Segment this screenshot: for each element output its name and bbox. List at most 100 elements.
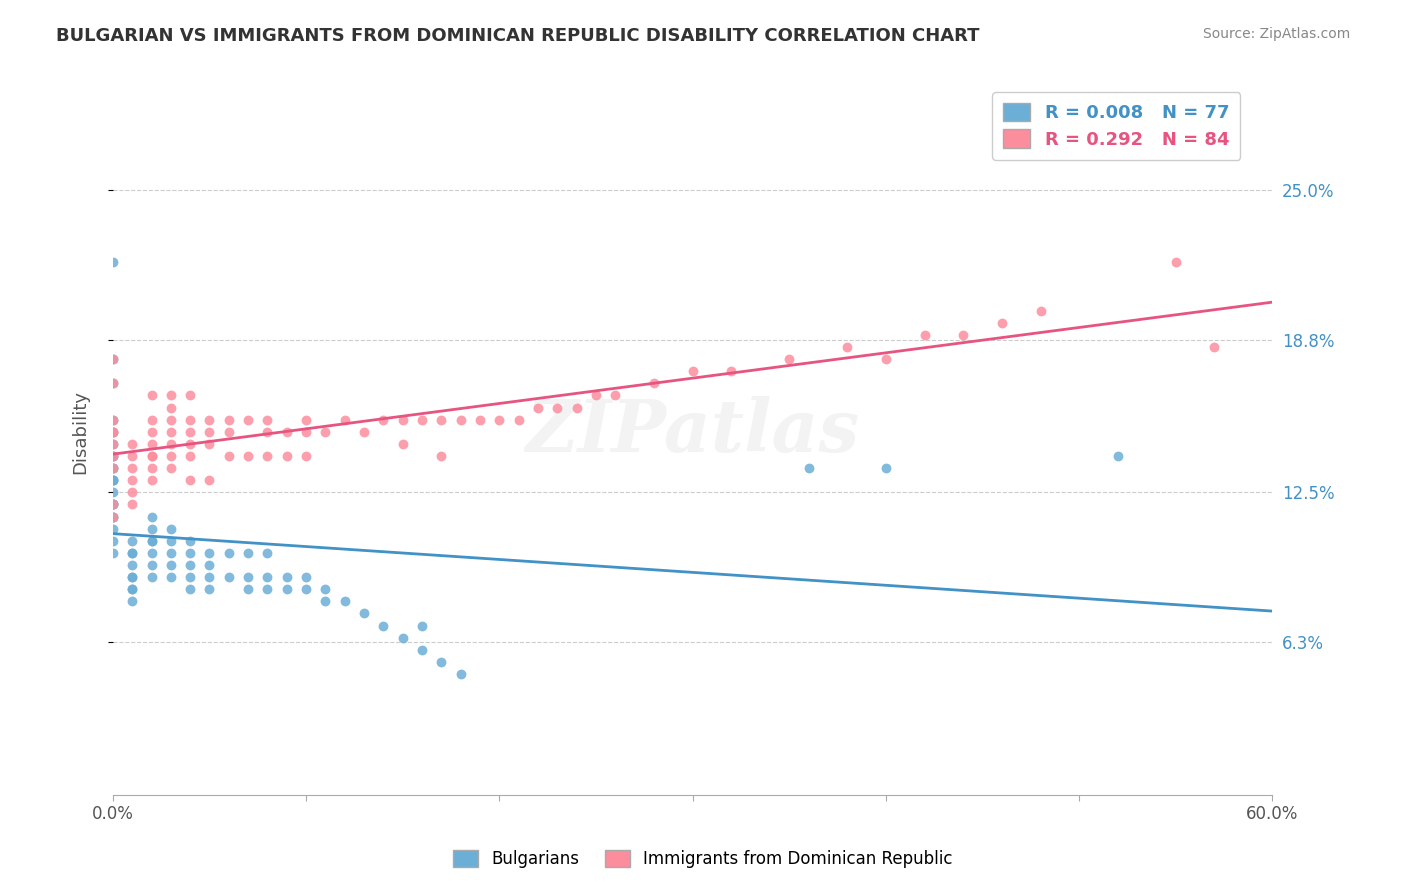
Point <box>179 412 201 426</box>
Point <box>546 401 568 415</box>
Point <box>585 388 607 402</box>
Point <box>101 412 124 426</box>
Point <box>101 461 124 475</box>
Point <box>101 255 124 269</box>
Point <box>101 425 124 439</box>
Point <box>179 546 201 560</box>
Y-axis label: Disability: Disability <box>72 390 89 474</box>
Point <box>1204 340 1226 354</box>
Point <box>643 376 665 391</box>
Point <box>488 412 510 426</box>
Point <box>391 412 413 426</box>
Text: ZIPatlas: ZIPatlas <box>526 396 859 467</box>
Point <box>295 570 318 584</box>
Point <box>218 546 240 560</box>
Point <box>160 437 183 451</box>
Point <box>101 498 124 512</box>
Point <box>236 546 259 560</box>
Point <box>1164 255 1187 269</box>
Point <box>101 376 124 391</box>
Point <box>160 570 183 584</box>
Point <box>101 473 124 487</box>
Point <box>101 473 124 487</box>
Point <box>121 594 143 608</box>
Point <box>797 461 820 475</box>
Legend: R = 0.008   N = 77, R = 0.292   N = 84: R = 0.008 N = 77, R = 0.292 N = 84 <box>993 92 1240 160</box>
Point <box>101 412 124 426</box>
Point <box>333 412 356 426</box>
Point <box>198 546 221 560</box>
Point <box>101 425 124 439</box>
Point <box>101 498 124 512</box>
Point <box>256 425 278 439</box>
Point <box>218 449 240 463</box>
Point <box>179 558 201 572</box>
Point <box>160 388 183 402</box>
Point <box>121 582 143 597</box>
Point <box>101 437 124 451</box>
Point <box>391 631 413 645</box>
Point <box>101 509 124 524</box>
Point <box>141 425 163 439</box>
Point <box>450 412 472 426</box>
Point <box>218 425 240 439</box>
Point <box>314 594 336 608</box>
Point <box>295 412 318 426</box>
Point <box>101 509 124 524</box>
Point <box>101 533 124 548</box>
Point <box>218 570 240 584</box>
Point <box>141 473 163 487</box>
Point <box>101 449 124 463</box>
Point <box>141 461 163 475</box>
Point <box>236 449 259 463</box>
Point <box>160 461 183 475</box>
Point <box>101 461 124 475</box>
Point <box>236 570 259 584</box>
Point <box>141 509 163 524</box>
Point <box>179 582 201 597</box>
Point <box>468 412 491 426</box>
Point <box>1029 303 1052 318</box>
Point <box>121 485 143 500</box>
Point <box>101 352 124 367</box>
Point <box>605 388 627 402</box>
Point <box>778 352 800 367</box>
Point <box>101 449 124 463</box>
Point <box>430 655 453 669</box>
Point <box>101 473 124 487</box>
Point <box>256 412 278 426</box>
Point <box>198 558 221 572</box>
Point <box>256 546 278 560</box>
Point <box>353 607 375 621</box>
Point <box>141 570 163 584</box>
Point <box>430 449 453 463</box>
Point <box>179 388 201 402</box>
Point <box>373 618 395 632</box>
Text: Source: ZipAtlas.com: Source: ZipAtlas.com <box>1202 27 1350 41</box>
Point <box>101 546 124 560</box>
Point <box>508 412 530 426</box>
Point <box>141 533 163 548</box>
Point <box>682 364 704 378</box>
Point <box>101 485 124 500</box>
Point <box>141 388 163 402</box>
Point <box>236 412 259 426</box>
Point <box>276 582 298 597</box>
Point <box>295 449 318 463</box>
Point <box>121 546 143 560</box>
Point <box>314 582 336 597</box>
Point <box>101 522 124 536</box>
Point <box>256 582 278 597</box>
Point <box>353 425 375 439</box>
Point <box>565 401 588 415</box>
Point <box>179 533 201 548</box>
Point <box>141 412 163 426</box>
Point <box>141 522 163 536</box>
Point <box>141 437 163 451</box>
Point <box>914 327 936 342</box>
Point <box>121 473 143 487</box>
Point <box>276 570 298 584</box>
Point <box>160 558 183 572</box>
Point <box>198 412 221 426</box>
Point <box>391 437 413 451</box>
